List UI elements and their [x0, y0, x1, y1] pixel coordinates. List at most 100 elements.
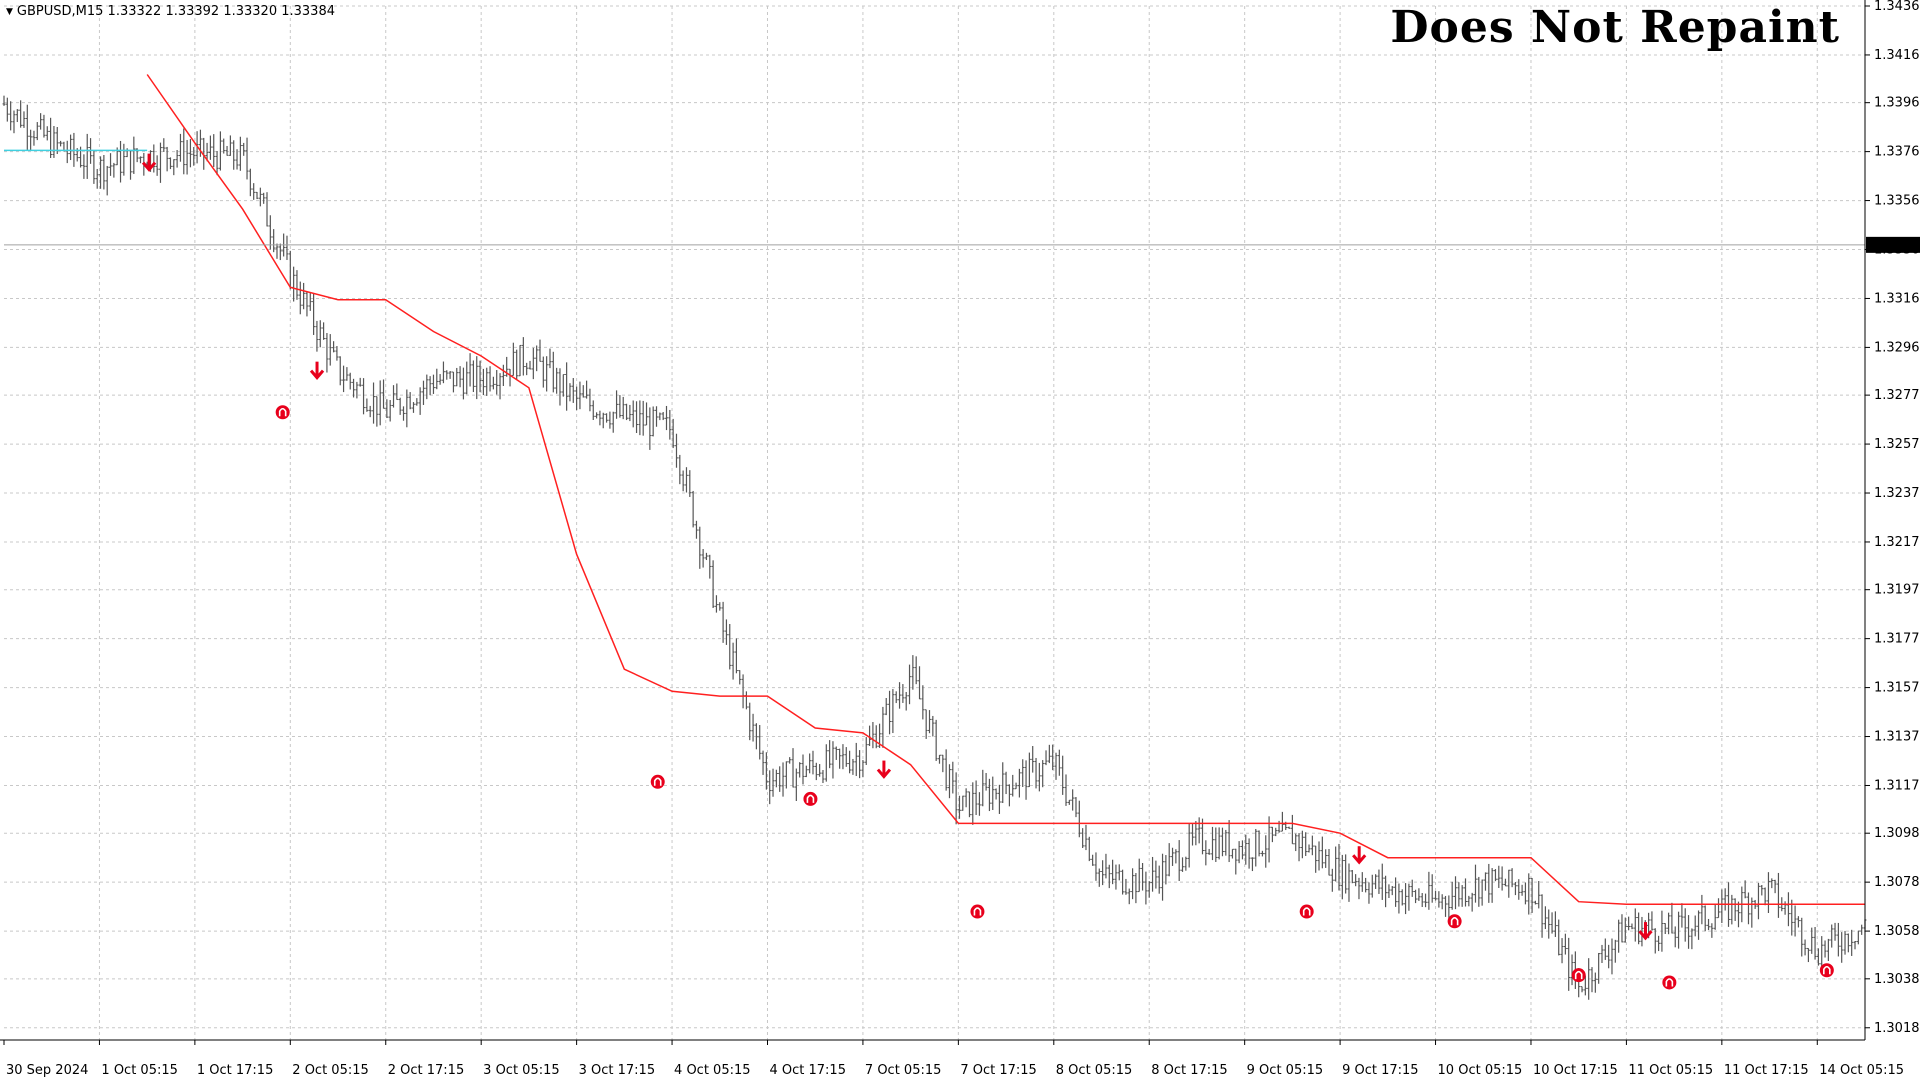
price-tick-label: 1.30185 [1874, 1021, 1920, 1036]
price-bar [1084, 824, 1088, 851]
price-bar [1297, 833, 1301, 862]
price-bar [1454, 876, 1458, 910]
price-bar [684, 467, 688, 493]
price-bar [941, 754, 945, 773]
price-bar [701, 549, 705, 568]
dropdown-arrow-icon[interactable]: ▼ [6, 6, 13, 17]
price-bar [1756, 882, 1760, 920]
price-bar [1337, 843, 1341, 891]
price-bar [1354, 874, 1358, 887]
price-bar [25, 104, 29, 151]
price-bar [99, 156, 103, 189]
price-bar [132, 136, 136, 174]
price-bar [218, 131, 222, 171]
price-bar [931, 715, 935, 737]
price-bar [1240, 840, 1244, 860]
price-bar [348, 372, 352, 390]
price-bar [1553, 911, 1557, 937]
price-bar [708, 554, 712, 579]
price-bar [541, 356, 545, 388]
price-bar [894, 691, 898, 704]
price-bar [1357, 877, 1361, 900]
price-bar [515, 349, 519, 381]
signal-disc [1299, 904, 1314, 919]
price-bar [921, 685, 925, 720]
price-bar [1104, 853, 1108, 879]
symbol-ohlc-label: GBPUSD,M15 1.33322 1.33392 1.33320 1.333… [16, 4, 335, 19]
price-bar [928, 710, 932, 734]
price-bar [1530, 877, 1534, 913]
price-bar [1730, 894, 1734, 925]
arrow-head [1638, 930, 1653, 941]
price-bar [1260, 850, 1264, 857]
price-bar [92, 150, 96, 184]
price-bar [1846, 933, 1850, 953]
price-bar [1623, 917, 1627, 943]
price-bar [1310, 835, 1314, 856]
price-bar [155, 155, 159, 176]
price-bar [631, 400, 635, 428]
current-price-label: 1.33384 [1874, 239, 1920, 254]
price-bar [1394, 877, 1398, 907]
price-bar [838, 748, 842, 769]
price-bar [1840, 932, 1844, 963]
price-tick-label: 1.32570 [1874, 437, 1920, 452]
price-bar [1587, 958, 1591, 1000]
price-bar [1670, 902, 1674, 934]
price-bar [45, 126, 49, 141]
price-bar [691, 490, 695, 528]
time-tick-label: 11 Oct 17:15 [1724, 1063, 1809, 1078]
time-tick-label: 3 Oct 05:15 [483, 1063, 559, 1078]
price-bar [788, 757, 792, 764]
price-bar [242, 142, 246, 156]
price-bar [911, 655, 915, 690]
price-bar [1044, 750, 1048, 766]
price-bar [768, 770, 772, 805]
price-bar [1254, 828, 1258, 867]
time-tick-label: 7 Oct 05:15 [865, 1063, 941, 1078]
price-bar [415, 398, 419, 406]
price-bar [641, 400, 645, 436]
time-tick-label: 10 Oct 05:15 [1438, 1063, 1523, 1078]
price-bar [411, 402, 415, 413]
time-tick-label: 10 Oct 17:15 [1533, 1063, 1618, 1078]
price-bar [388, 400, 392, 422]
price-bar [178, 133, 182, 162]
time-tick-label: 8 Oct 17:15 [1151, 1063, 1227, 1078]
price-bar [848, 750, 852, 774]
price-bar [1580, 986, 1584, 993]
price-bar [298, 281, 302, 315]
price-bar [1054, 752, 1058, 780]
time-tick-label: 1 Oct 05:15 [101, 1063, 177, 1078]
signal-glyph [278, 407, 287, 417]
price-bar [265, 192, 269, 227]
price-bar [997, 784, 1001, 814]
price-bar [1167, 843, 1171, 877]
time-tick-label: 4 Oct 17:15 [769, 1063, 845, 1078]
price-bar [1340, 854, 1344, 900]
price-bar [1327, 848, 1331, 876]
price-bar [771, 768, 775, 797]
signal-disc [1819, 963, 1834, 978]
price-bar [665, 405, 669, 431]
price-bar [308, 292, 312, 311]
time-tick-label: 7 Oct 17:15 [960, 1063, 1036, 1078]
price-bar [904, 691, 908, 711]
price-bar [1800, 917, 1804, 957]
price-bar [638, 400, 642, 436]
price-bar [481, 368, 485, 396]
price-bar [1324, 849, 1328, 868]
buy-signal-icon [275, 405, 290, 420]
price-bar [1397, 883, 1401, 914]
price-bar [1620, 914, 1624, 943]
price-bar [937, 754, 941, 764]
price-bar [1533, 900, 1537, 905]
price-bar [258, 187, 262, 207]
price-bar [548, 348, 552, 369]
price-bar [1194, 821, 1198, 846]
price-bar [981, 769, 985, 807]
price-bar [1563, 933, 1567, 955]
price-bar [694, 520, 698, 539]
